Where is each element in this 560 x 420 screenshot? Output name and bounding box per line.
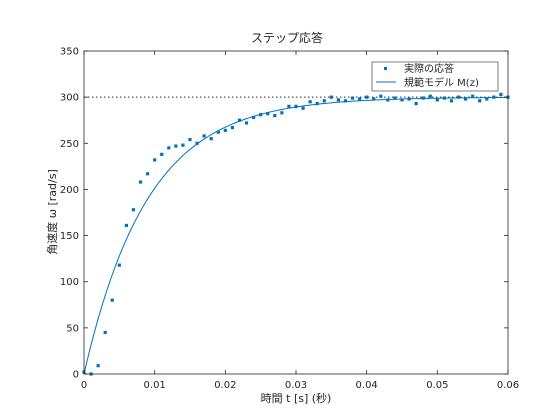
- data-point: [153, 158, 157, 162]
- legend-box: [371, 61, 499, 92]
- data-point: [301, 106, 305, 110]
- data-point: [138, 180, 143, 184]
- data-point: [160, 152, 164, 156]
- data-point: [358, 97, 362, 101]
- data-point: [372, 97, 376, 101]
- x-tick-label: 0.04: [356, 380, 378, 391]
- y-ticks: 0 50 100 150 200 250 300 350: [60, 47, 508, 381]
- data-point: [259, 113, 263, 117]
- data-point: [124, 223, 128, 228]
- data-point: [223, 128, 227, 132]
- data-point: [202, 134, 206, 138]
- y-tick-label: 200: [60, 185, 79, 196]
- data-point: [386, 98, 390, 102]
- data-point: [456, 95, 461, 99]
- data-point: [407, 97, 411, 101]
- data-point: [379, 94, 383, 98]
- data-point: [195, 141, 199, 145]
- data-point: [449, 99, 454, 103]
- data-point: [252, 115, 256, 120]
- data-point: [492, 95, 496, 99]
- data-point: [280, 111, 284, 115]
- data-point: [393, 96, 397, 100]
- data-point: [499, 92, 503, 96]
- data-point: [485, 97, 489, 101]
- chart-title: ステップ応答: [251, 30, 323, 45]
- data-point: [188, 137, 192, 142]
- data-point: [350, 96, 355, 100]
- data-point: [117, 263, 121, 267]
- legend-marker-actual: [384, 67, 387, 70]
- x-tick-label: 0.05: [426, 380, 448, 391]
- y-tick-label: 300: [60, 93, 79, 104]
- data-point: [464, 97, 468, 101]
- data-point: [103, 330, 107, 335]
- data-point: [329, 95, 333, 99]
- data-point: [308, 100, 312, 104]
- data-point: [96, 364, 100, 368]
- data-point: [414, 102, 418, 106]
- data-point: [244, 121, 249, 125]
- data-point: [273, 114, 277, 118]
- data-point: [336, 98, 340, 102]
- data-point: [471, 94, 475, 98]
- data-point: [435, 98, 439, 102]
- x-tick-label: 0.03: [285, 380, 307, 391]
- x-ticks: 0 0.01 0.02 0.03 0.04 0.05 0.06: [81, 51, 519, 391]
- data-point: [181, 143, 185, 147]
- y-tick-label: 350: [60, 47, 79, 58]
- data-point: [365, 95, 369, 99]
- data-point: [131, 208, 136, 212]
- x-tick-label: 0.02: [214, 380, 236, 391]
- data-point: [322, 99, 326, 103]
- data-point: [343, 99, 348, 103]
- data-point: [315, 102, 319, 106]
- data-point: [400, 98, 404, 102]
- data-point: [230, 126, 234, 130]
- data-point: [216, 130, 220, 134]
- y-axis-label: 角速度 ω [rad/s]: [45, 169, 59, 254]
- y-tick-label: 0: [73, 370, 79, 381]
- y-tick-label: 100: [60, 277, 79, 288]
- data-point: [110, 298, 114, 302]
- data-point: [167, 146, 171, 150]
- y-tick-label: 250: [60, 139, 79, 150]
- data-point: [287, 104, 291, 108]
- x-tick-label: 0: [81, 380, 87, 391]
- x-tick-label: 0.06: [497, 380, 519, 391]
- legend-label-model: 規範モデル M(z): [404, 76, 479, 89]
- y-tick-label: 150: [60, 231, 79, 242]
- legend-label-actual: 実際の応答: [404, 62, 454, 75]
- data-point: [209, 137, 213, 141]
- legend: 実際の応答 規範モデル M(z): [371, 61, 499, 92]
- x-tick-label: 0.01: [144, 380, 166, 391]
- data-point: [478, 99, 482, 103]
- data-point: [421, 96, 425, 100]
- x-axis-label: 時間 t [s] (秒): [261, 391, 332, 405]
- data-point: [146, 172, 150, 176]
- data-point: [266, 112, 270, 116]
- data-point: [294, 104, 298, 108]
- data-point: [442, 96, 446, 100]
- data-point: [428, 94, 432, 98]
- y-tick-label: 50: [66, 323, 79, 334]
- data-point: [174, 144, 178, 148]
- data-point: [237, 118, 242, 122]
